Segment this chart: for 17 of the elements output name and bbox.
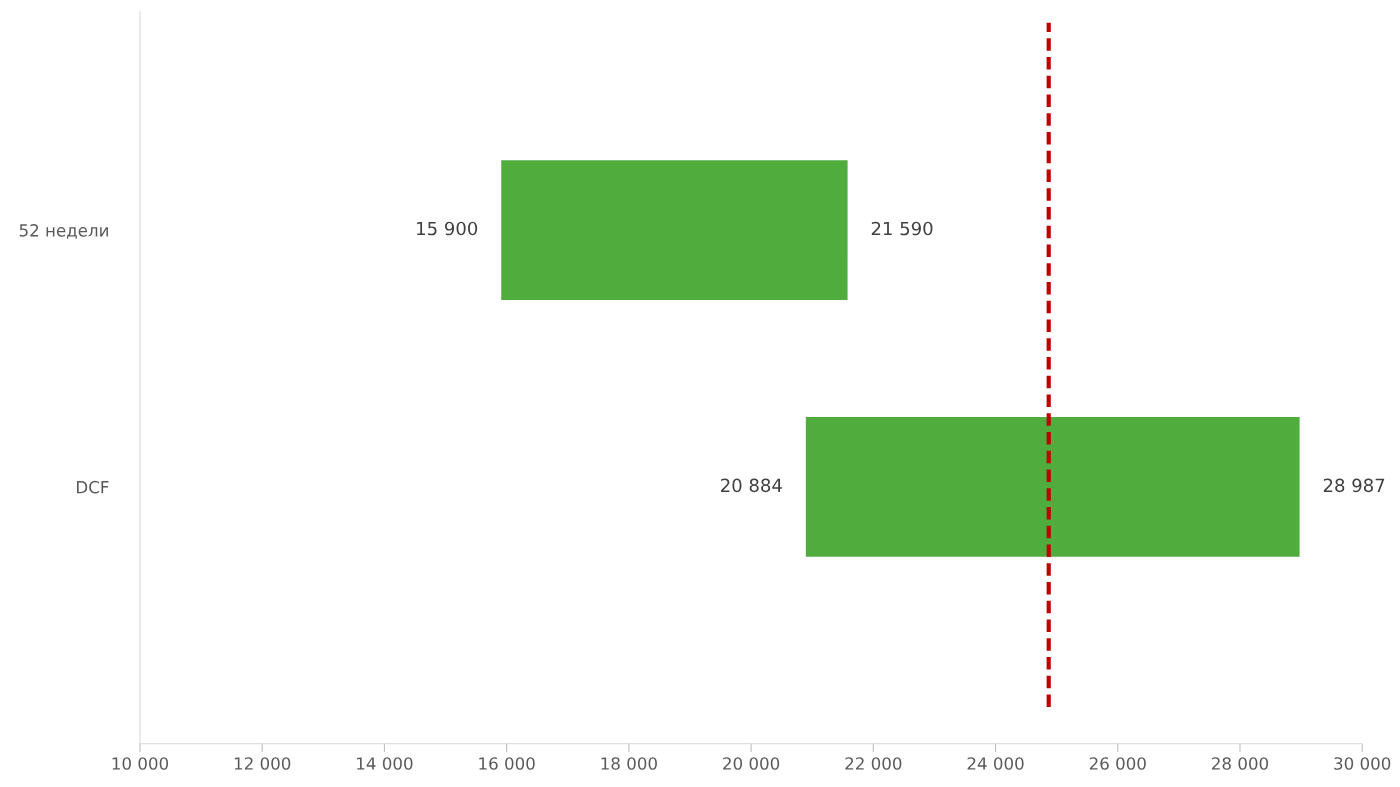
x-tick-label: 24 000 [967, 757, 1024, 770]
x-tick-label: 10 000 [112, 757, 169, 770]
x-tick-label: 12 000 [234, 757, 291, 770]
x-tick-label: 20 000 [723, 757, 780, 770]
y-tick-label: 52 недели [19, 224, 108, 239]
annotation: 28 987 [1323, 478, 1385, 493]
x-tick-label: 22 000 [845, 757, 902, 770]
x-tick-label: 14 000 [357, 757, 413, 770]
x-tick-label: 26 000 [1089, 757, 1146, 770]
x-tick-label: 30 000 [1334, 757, 1391, 770]
x-tick-label: 16 000 [479, 757, 535, 770]
annotation: 21 590 [871, 221, 933, 236]
y-tick-label: DCF [77, 480, 109, 494]
x-tick-label: 28 000 [1212, 757, 1269, 770]
annotation: 15 900 [417, 221, 478, 236]
annotation: 20 884 [721, 478, 782, 493]
x-tick-label: 18 000 [601, 757, 657, 770]
